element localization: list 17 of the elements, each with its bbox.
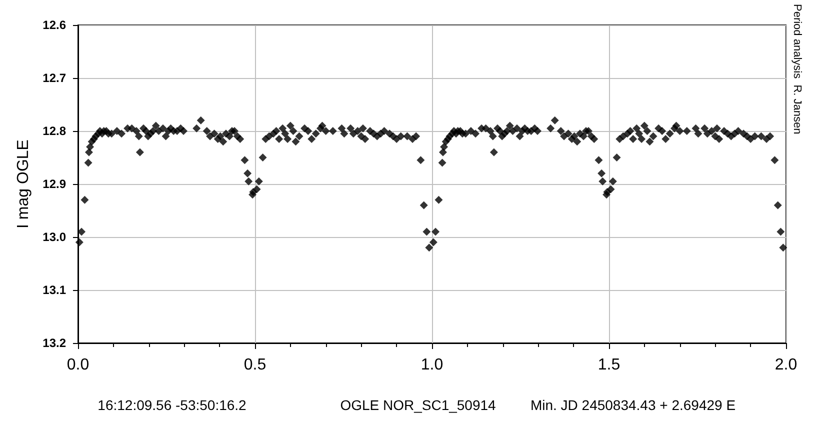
y-tick-label: 12.7 (42, 71, 66, 85)
x-tick-label: 1.0 (420, 356, 444, 374)
text: Min. JD 2450834.43 + 2.69429 E (530, 397, 736, 413)
y-tick-label: 12.6 (42, 18, 66, 32)
x-tick-label: 0.5 (244, 356, 266, 374)
text: 16:12:09.56 -53:50:16.2 (98, 397, 247, 413)
x-tick-label: 2.0 (774, 356, 798, 374)
y-tick-label: 12.9 (42, 177, 66, 191)
y-tick-label: 13.0 (42, 230, 66, 244)
y-axis-title: I mag OGLE (15, 140, 32, 228)
x-tick-label: 1.5 (598, 356, 620, 374)
y-tick-label: 13.1 (42, 283, 66, 297)
text: OGLE NOR_SC1_50914 (340, 397, 496, 413)
x-tick-label: 0.0 (66, 356, 90, 374)
y-tick-label: 13.2 (42, 336, 66, 350)
text: Period analysis R. Jansen (791, 4, 803, 134)
y-tick-label: 12.8 (42, 124, 66, 138)
